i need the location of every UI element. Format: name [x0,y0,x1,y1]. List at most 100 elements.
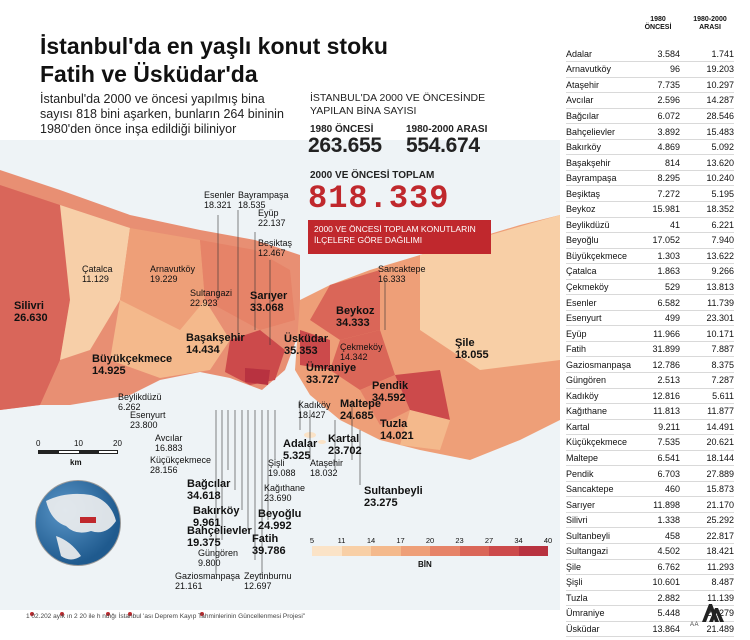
legend-swatch [312,546,342,556]
district-value: 39.786 [252,545,286,557]
pre1980-cell: 499 [646,310,686,327]
between-cell: 8.487 [686,574,734,591]
district-name: Bakırköy [193,505,240,517]
district-cell: Çekmeköy [566,279,646,296]
district-label: Çekmeköy 14.342 [340,342,383,362]
table-row: Kağıthane 11.813 11.877 [566,403,734,420]
district-name: Şile [455,337,475,349]
district-value: 18.427 [298,410,326,420]
district-value: 19.375 [187,537,221,549]
district-cell: Ümraniye [566,605,646,622]
between-cell: 28.546 [686,108,734,125]
between-cell: 23.301 [686,310,734,327]
district-name: Beykoz [336,305,375,317]
district-name: Gaziosmanpaşa [175,571,241,581]
district-name: Ümraniye [306,362,357,374]
district-label: Ataşehir 18.032 [310,458,343,478]
beykoz-area [310,270,380,340]
legend-swatch [459,546,489,556]
table-row: Çekmeköy 529 13.813 [566,279,734,296]
district-cell: Sancaktepe [566,481,646,498]
district-name: Esenyurt [130,410,166,420]
table-row: Kartal 9.211 14.491 [566,419,734,436]
legend-swatch [430,546,460,556]
district-label: Fatih 39.786 [252,533,286,557]
legend-swatch [400,546,430,556]
legend-tick: 17 [396,536,405,545]
district-name: Fatih [252,533,279,545]
leader-lines [215,210,386,575]
catalca-area [60,205,130,360]
scale-bar-graphic [38,450,118,454]
between-cell: 10.297 [686,77,734,94]
pre1980-cell: 7.735 [646,77,686,94]
district-value: 18.055 [455,349,489,361]
between-cell: 20.621 [686,434,734,451]
brand-text: AA [690,622,700,628]
legend-tick: 40 [543,536,553,545]
between-cell: 21.170 [686,496,734,513]
legend-tick: 23 [455,536,464,545]
table-row: Küçükçekmece 7.535 20.621 [566,434,734,451]
district-cell: Küçükçekmece [566,434,646,451]
table-row: Fatih 31.899 7.887 [566,341,734,358]
pre1980-cell: 5.448 [646,605,686,622]
between-cell: 21.489 [686,621,734,638]
headline-line-2: Fatih ve Üsküdar'da [40,61,258,87]
between-cell: 8.375 [686,356,734,373]
district-name: Küçükçekmece [150,455,212,465]
district-name: Çatalca [82,264,113,274]
pre1980-cell: 10.601 [646,574,686,591]
district-name: Tuzla [380,418,408,430]
table-row: Bahçelievler 3.892 15.483 [566,123,734,140]
district-label: Arnavutköy 19.229 [150,264,195,284]
legend-tick: 11 [337,536,346,545]
pre1980-cell: 458 [646,527,686,544]
district-label: Gaziosmanpaşa 21.161 [175,571,240,591]
sariyer-area [200,240,295,330]
district-cell: Bahçelievler [566,123,646,140]
district-value: 33.068 [250,302,284,314]
pre1980-cell: 11.898 [646,496,686,513]
between-cell: 13.622 [686,248,734,265]
district-name: Sultanbeyli [364,485,423,497]
pre1980-cell: 11.966 [646,325,686,342]
district-label: Adalar 5.325 [283,438,317,462]
between-cell: 25.292 [686,512,734,529]
between-cell: 13.813 [686,279,734,296]
pre1980-cell: 12.816 [646,388,686,405]
basaksehir-area [110,300,230,378]
district-value: 19.229 [150,274,178,284]
between-value: 554.674 [406,134,480,157]
table-row: Kadıköy 12.816 5.611 [566,388,734,405]
maltepe-area [360,375,410,425]
district-label: Sancaktepe 16.333 [378,264,426,284]
district-value: 12.467 [258,248,286,258]
district-cell: Bağcılar [566,108,646,125]
between-cell: 18.421 [686,543,734,560]
table-row: Beyoğlu 17.052 7.940 [566,232,734,249]
district-cell: Ataşehir [566,77,646,94]
legend-bars [312,546,548,556]
district-value: 21.161 [175,581,203,591]
legend-tick: 27 [484,536,494,545]
district-value: 23.275 [364,497,398,509]
table-row: Şişli 10.601 8.487 [566,574,734,591]
table-row: Üsküdar 13.864 21.489 [566,621,734,638]
between-cell: 6.221 [686,217,734,234]
scale-tick-20: 20 [113,439,122,448]
pre1980-cell: 12.786 [646,356,686,373]
district-name: Kartal [328,433,360,445]
source-note: 1 02.202 ayık ın 2 20 ile h ndığı İstanb… [26,613,306,620]
district-name: Bağcılar [187,478,231,490]
between-cell: 13.620 [686,154,734,171]
pre1980-cell: 814 [646,154,686,171]
district-cell: Arnavutköy [566,61,646,78]
district-name: Bahçelievler [187,525,252,537]
legend-swatch [489,546,519,556]
district-cell: Sultanbeyli [566,527,646,544]
district-cell: Adalar [566,46,646,63]
district-value: 14.342 [340,352,368,362]
pre1980-cell: 7.272 [646,185,686,202]
district-value: 34.592 [372,392,406,404]
